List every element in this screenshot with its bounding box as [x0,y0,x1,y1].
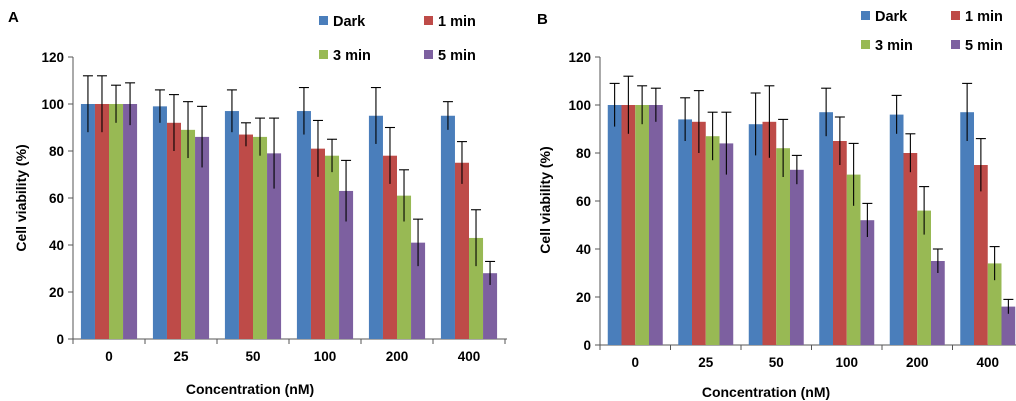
x-tick-label: 25 [173,349,189,364]
bar [195,136,210,339]
panel-letter: B [537,11,548,28]
y-tick-label: 120 [41,50,64,65]
y-tick-label: 40 [49,238,64,253]
bar [296,111,311,339]
y-tick-label: 60 [49,191,64,206]
x-axis-title: Concentration (nM) [702,384,830,400]
bar [109,104,124,339]
bar [974,165,988,345]
y-tick-label: 20 [49,285,64,300]
y-tick-label: 80 [49,144,64,159]
bar [339,190,354,339]
bar [748,124,763,345]
legend-label: 3 min [875,38,913,54]
y-tick-label: 80 [576,146,591,161]
bar [1001,306,1016,345]
x-tick-label: 100 [835,355,858,370]
bar [382,155,397,339]
legend-label: 3 min [333,48,371,64]
bar [80,104,95,339]
x-tick-label: 50 [769,355,784,370]
legend-swatch [424,50,433,59]
bar [397,195,412,339]
y-axis-title: Cell viability (%) [537,146,553,253]
bar [987,263,1002,345]
bar [846,174,861,345]
x-tick-label: 400 [458,349,481,364]
x-tick-label: 200 [386,349,409,364]
bar [483,273,498,339]
legend-swatch [424,16,433,25]
bar [789,169,804,345]
legend-swatch [861,40,870,49]
bar [325,155,340,339]
bar [762,121,777,345]
y-tick-label: 20 [576,290,591,305]
x-tick-label: 100 [314,349,337,364]
bar [454,162,469,339]
bar [166,122,181,339]
legend-swatch [951,11,960,20]
bar [267,153,282,339]
y-tick-label: 100 [41,97,64,112]
bar [152,106,167,339]
legend-label: 1 min [438,14,476,30]
y-tick-label: 0 [56,332,64,347]
bar [368,115,383,339]
y-tick-label: 100 [568,98,591,113]
x-tick-label: 0 [105,349,113,364]
bar [648,105,663,345]
bar [776,148,790,345]
panel-letter: A [8,9,19,26]
x-tick-label: 0 [631,355,639,370]
legend-label: Dark [875,9,908,25]
bar [860,220,875,345]
legend-swatch [861,11,870,20]
bar [705,136,720,345]
legend-label: 5 min [965,38,1003,54]
bar [123,104,138,339]
y-axis-title: Cell viability (%) [13,144,29,251]
legend-label: 5 min [438,48,476,64]
bar [903,153,918,345]
x-tick-label: 50 [245,349,260,364]
bar [440,115,455,339]
legend-swatch [319,50,328,59]
panel-b: B 0 20 40 60 80 100 120 0 25 50 100 200 400 Concentrat… [537,9,1016,400]
x-tick-label: 400 [976,355,999,370]
bar [94,104,109,339]
bar [310,148,325,339]
bar [181,129,196,339]
bar [411,242,426,339]
bar [719,143,734,345]
legend-label: 1 min [965,9,1003,25]
y-tick-label: 60 [576,194,591,209]
x-tick-label: 25 [698,355,714,370]
bar [607,105,622,345]
bar [960,112,975,345]
y-tick-label: 120 [568,50,591,65]
bar [819,112,834,345]
bar [678,119,693,346]
bar [692,121,706,345]
bar [635,105,649,345]
legend-label: Dark [333,14,366,30]
y-tick-label: 40 [576,242,591,257]
bar [930,261,945,345]
x-tick-label: 200 [906,355,929,370]
bar [917,210,931,345]
x-axis-title: Concentration (nM) [186,381,314,397]
bar [833,141,847,345]
bar [469,237,484,339]
legend-swatch [951,40,960,49]
bar [889,114,904,345]
bar [224,111,239,339]
legend-swatch [319,16,328,25]
bar [238,134,253,339]
y-tick-label: 0 [583,338,591,353]
panel-a: A 0 20 40 60 80 100 120 0 25 50 100 200 400 Concentrat… [8,9,507,397]
bar [253,136,268,339]
bar [621,105,636,345]
